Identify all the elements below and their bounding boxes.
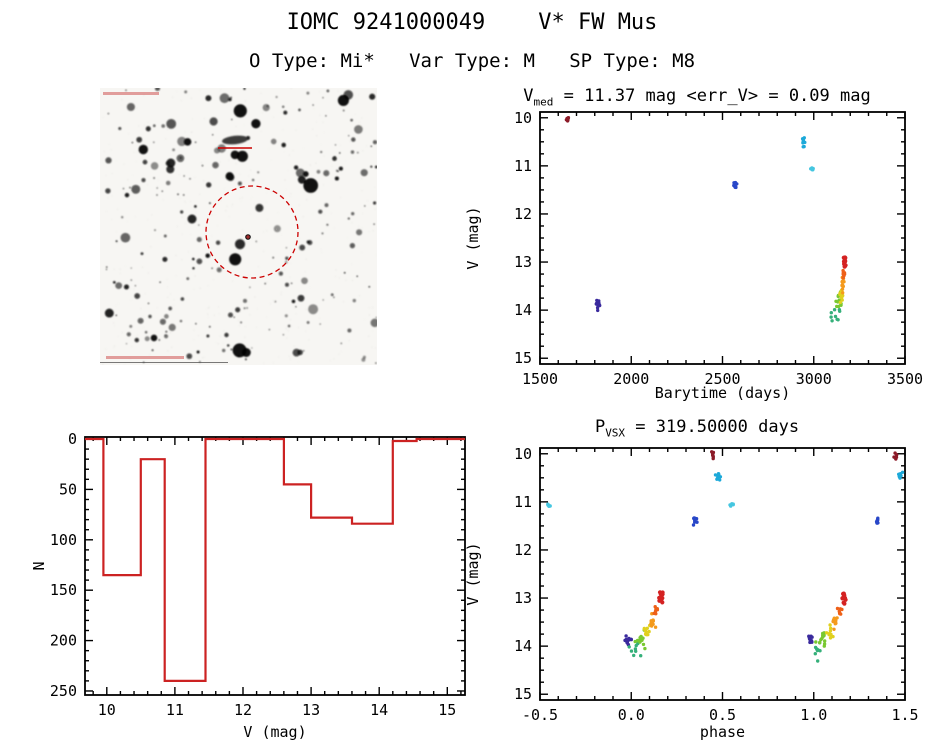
svg-text:1.5: 1.5	[891, 706, 918, 724]
svg-text:11: 11	[514, 157, 532, 175]
svg-text:3000: 3000	[796, 370, 832, 388]
elongated-star-smudge	[222, 135, 248, 145]
svg-text:V (mag): V (mag)	[464, 206, 482, 269]
phase-title: PVSX = 319.50000 days	[462, 417, 932, 439]
phase-title-rest: = 319.50000 days	[625, 417, 800, 437]
svg-text:0.5: 0.5	[709, 706, 736, 724]
svg-text:10: 10	[514, 445, 532, 463]
page-subtitle: O Type: Mi* Var Type: M SP Type: M8	[248, 50, 696, 72]
svg-text:10: 10	[98, 701, 116, 719]
svg-text:1500: 1500	[522, 370, 558, 388]
svg-text:12: 12	[514, 541, 532, 559]
svg-text:V (mag): V (mag)	[464, 542, 482, 605]
svg-text:200: 200	[50, 632, 77, 650]
phase-title-base: P	[594, 417, 606, 437]
svg-text:1.0: 1.0	[800, 706, 827, 724]
svg-text:3500: 3500	[887, 370, 923, 388]
svg-text:14: 14	[514, 637, 532, 655]
svg-text:15: 15	[514, 685, 532, 703]
corner-annotation-bottom	[106, 356, 184, 359]
svg-text:2500: 2500	[704, 370, 740, 388]
svg-text:0: 0	[68, 430, 77, 448]
svg-text:phase: phase	[700, 723, 745, 741]
target-circle	[205, 185, 299, 279]
svg-text:10: 10	[514, 109, 532, 127]
svg-text:100: 100	[50, 531, 77, 549]
svg-text:11: 11	[514, 493, 532, 511]
svg-text:250: 250	[50, 682, 77, 700]
finder-chart-image	[100, 88, 377, 365]
svg-text:150: 150	[50, 581, 77, 599]
lightcurve-plot: 1500 2000 2500 3000 3500 10 11 12 13 14 15 Barytime…	[464, 109, 923, 402]
lightcurve-title: Vmed = 11.37 mag <err_V> = 0.09 mag	[462, 86, 932, 108]
svg-text:11: 11	[166, 701, 184, 719]
svg-text:12: 12	[234, 701, 252, 719]
lightcurve-title-rest: = 11.37 mag <err_V> = 0.09 mag	[553, 86, 871, 106]
svg-text:15: 15	[514, 349, 532, 367]
lightcurve-title-base: V	[523, 86, 534, 106]
svg-text:-0.5: -0.5	[522, 706, 558, 724]
svg-text:2000: 2000	[613, 370, 649, 388]
lightcurve-title-sub: med	[533, 95, 554, 109]
svg-text:15: 15	[438, 701, 456, 719]
phase-plot: -0.5 0.0 0.5 1.0 1.5 10 11 12 13 14 15 phase V (mag)	[464, 445, 919, 741]
svg-text:14: 14	[514, 301, 532, 319]
svg-text:V (mag): V (mag)	[243, 723, 306, 741]
svg-text:13: 13	[514, 253, 532, 271]
svg-text:13: 13	[514, 589, 532, 607]
svg-text:N: N	[30, 561, 48, 570]
svg-text:13: 13	[302, 701, 320, 719]
svg-text:12: 12	[514, 205, 532, 223]
target-star-red-tint	[246, 235, 250, 239]
star-field-dots	[102, 88, 377, 365]
svg-text:50: 50	[59, 480, 77, 498]
corner-annotation-top	[103, 92, 159, 95]
page-title: IOMC 9241000049 V* FW Mus	[286, 10, 658, 35]
svg-text:Barytime (days): Barytime (days)	[655, 384, 790, 402]
svg-text:0.0: 0.0	[618, 706, 645, 724]
svg-text:14: 14	[370, 701, 388, 719]
phase-title-sub: VSX	[605, 426, 626, 440]
starfield-svg	[100, 88, 377, 365]
